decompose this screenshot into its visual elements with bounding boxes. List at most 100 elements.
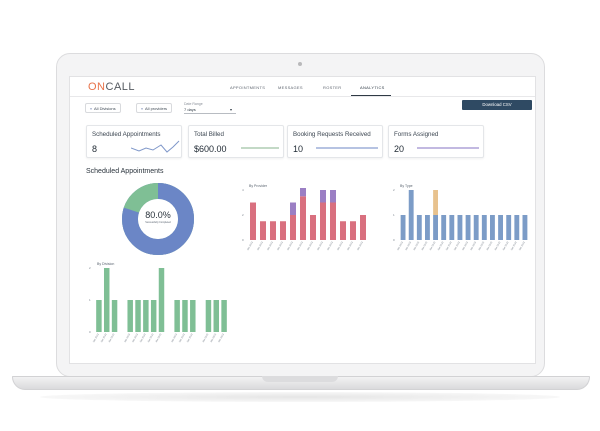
bar[interactable] bbox=[150, 300, 157, 332]
bar[interactable] bbox=[213, 300, 220, 332]
bar[interactable] bbox=[260, 221, 266, 240]
bar[interactable] bbox=[205, 300, 212, 332]
x-tick-label: Jan 2022 bbox=[518, 240, 526, 251]
x-tick-label: Jan 2022 bbox=[453, 240, 461, 251]
date-range-underline bbox=[184, 113, 236, 114]
kpi-title: Scheduled Appointments bbox=[92, 131, 161, 138]
bar[interactable] bbox=[350, 221, 356, 240]
bar[interactable] bbox=[320, 190, 326, 203]
bar[interactable] bbox=[182, 300, 188, 332]
download-csv-button[interactable]: Download CSV bbox=[462, 100, 532, 110]
bar[interactable] bbox=[360, 215, 366, 240]
kpi-card-scheduled[interactable]: Scheduled Appointments 8 bbox=[86, 125, 182, 158]
bar[interactable] bbox=[250, 202, 256, 241]
bar[interactable] bbox=[158, 268, 165, 332]
donut-completed-segment bbox=[122, 183, 194, 255]
tab-roster[interactable]: ROSTER bbox=[323, 85, 342, 90]
bar[interactable] bbox=[340, 221, 346, 240]
x-tick-label: Jan 2022 bbox=[217, 332, 225, 343]
section-title: Scheduled Appointments bbox=[86, 168, 164, 175]
bar[interactable] bbox=[135, 300, 141, 332]
bar[interactable] bbox=[498, 215, 503, 240]
bar[interactable] bbox=[408, 190, 414, 240]
bar[interactable] bbox=[490, 215, 495, 240]
bar[interactable] bbox=[400, 215, 406, 240]
kpi-card-booking[interactable]: Booking Requests Received 10 bbox=[287, 125, 383, 158]
kpi-card-forms[interactable]: Forms Assigned 20 bbox=[388, 125, 484, 158]
bar[interactable] bbox=[514, 215, 520, 240]
bar[interactable] bbox=[522, 215, 528, 240]
divisions-filter[interactable]: ▿ All Divisions bbox=[85, 103, 121, 113]
oncall-logo[interactable]: ONCALL bbox=[88, 81, 136, 93]
x-tick-label: Jan 2022 bbox=[202, 332, 210, 343]
bar[interactable] bbox=[416, 215, 422, 240]
bar[interactable] bbox=[190, 300, 196, 332]
bar[interactable] bbox=[473, 215, 479, 240]
kpi-value: 10 bbox=[293, 144, 304, 154]
x-tick-label: Jan 2022 bbox=[502, 240, 510, 251]
x-tick-label: Jan 2022 bbox=[306, 240, 314, 251]
chevron-down-icon[interactable]: ▾ bbox=[230, 107, 233, 112]
tab-messages[interactable]: MESSAGES bbox=[278, 85, 303, 90]
x-tick-label: Jan 2022 bbox=[429, 240, 437, 251]
x-tick-label: Jan 2022 bbox=[92, 332, 100, 343]
bar[interactable] bbox=[310, 215, 316, 240]
bar[interactable] bbox=[320, 202, 326, 241]
bar[interactable] bbox=[433, 190, 438, 215]
bar[interactable] bbox=[506, 215, 512, 240]
x-tick-label: Jan 2022 bbox=[356, 240, 364, 251]
bar[interactable] bbox=[481, 215, 487, 240]
filter-icon: ▿ bbox=[90, 106, 93, 111]
tab-analytics[interactable]: ANALYTICS bbox=[360, 85, 385, 90]
kpi-title: Booking Requests Received bbox=[293, 131, 371, 138]
bar[interactable] bbox=[280, 221, 286, 240]
bar[interactable] bbox=[290, 202, 296, 216]
completion-donut bbox=[122, 183, 194, 255]
bar[interactable] bbox=[143, 300, 149, 332]
camera-icon bbox=[298, 62, 302, 66]
kpi-title: Forms Assigned bbox=[394, 131, 439, 138]
sparkline bbox=[241, 147, 279, 149]
bar[interactable] bbox=[174, 300, 180, 332]
tab-appointments[interactable]: APPOINTMENTS bbox=[230, 85, 266, 90]
bar[interactable] bbox=[270, 221, 276, 240]
bar[interactable] bbox=[425, 215, 430, 240]
x-tick-label: Jan 2022 bbox=[296, 240, 304, 251]
divisions-filter-label: All Divisions bbox=[94, 106, 116, 111]
y-tick-label: 2 bbox=[89, 266, 91, 270]
x-tick-label: Jan 2022 bbox=[276, 240, 284, 251]
laptop-notch bbox=[262, 376, 338, 382]
x-tick-label: Jan 2022 bbox=[445, 240, 453, 251]
x-tick-label: Jan 2022 bbox=[256, 240, 264, 251]
bar[interactable] bbox=[127, 300, 133, 332]
kpi-card-billed[interactable]: Total Billed $600.00 bbox=[188, 125, 284, 158]
donut-percent: 80.0% bbox=[145, 210, 171, 220]
x-tick-label: Jan 2022 bbox=[510, 240, 518, 251]
bar[interactable] bbox=[111, 300, 118, 332]
providers-filter[interactable]: ▿ All providers bbox=[136, 103, 173, 113]
providers-filter-label: All providers bbox=[145, 106, 168, 111]
bar[interactable] bbox=[103, 268, 110, 332]
bar[interactable] bbox=[441, 215, 447, 240]
bar[interactable] bbox=[221, 300, 227, 332]
bar[interactable] bbox=[300, 188, 306, 197]
date-range-select[interactable]: 7 days bbox=[184, 107, 196, 112]
bar[interactable] bbox=[330, 202, 336, 241]
bar[interactable] bbox=[290, 215, 296, 240]
bar[interactable] bbox=[96, 300, 102, 332]
bar[interactable] bbox=[449, 215, 455, 240]
bar[interactable] bbox=[465, 215, 471, 240]
x-tick-label: Jan 2022 bbox=[326, 240, 334, 251]
x-tick-label: Jan 2022 bbox=[210, 332, 218, 343]
bar[interactable] bbox=[433, 215, 438, 240]
bar[interactable] bbox=[330, 190, 336, 203]
bar[interactable] bbox=[457, 215, 463, 240]
bar[interactable] bbox=[300, 196, 306, 240]
x-tick-label: Jan 2022 bbox=[124, 332, 132, 343]
y-tick-label: 0 bbox=[89, 330, 91, 334]
kpi-value: 8 bbox=[92, 144, 98, 154]
y-tick-label: 0 bbox=[393, 238, 395, 242]
x-tick-label: Jan 2022 bbox=[396, 240, 404, 251]
